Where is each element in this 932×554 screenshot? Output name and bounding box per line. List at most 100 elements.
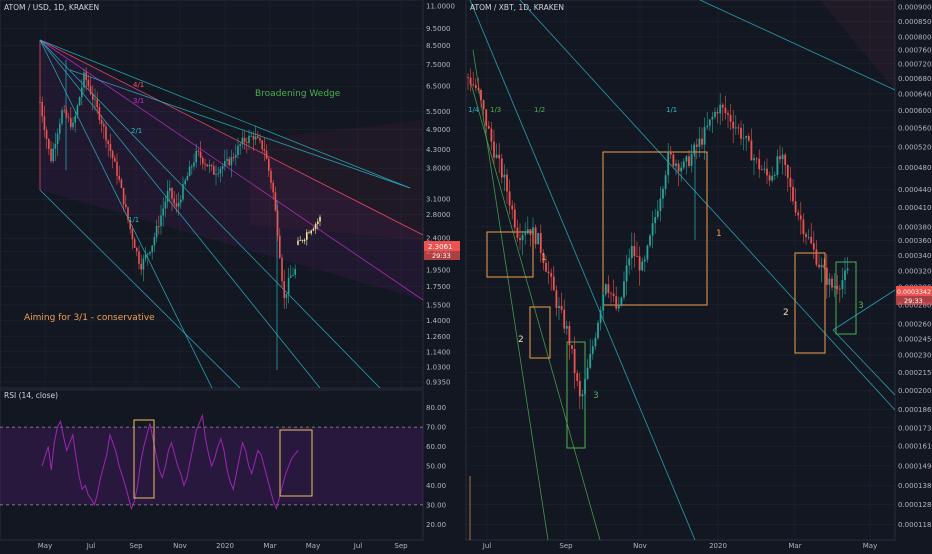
usd-candle-body[interactable]: [213, 166, 215, 175]
usd-candle-body[interactable]: [144, 254, 147, 259]
xbt-candle-body[interactable]: [506, 174, 508, 192]
usd-candle-body[interactable]: [224, 160, 226, 167]
xbt-candle-body[interactable]: [677, 163, 680, 172]
xbt-candle-body[interactable]: [747, 135, 750, 141]
xbt-candle-body[interactable]: [742, 137, 745, 139]
xbt-candle-body[interactable]: [576, 373, 579, 381]
xbt-candle-body[interactable]: [714, 111, 716, 117]
xbt-candle-body[interactable]: [498, 154, 501, 159]
projection-candle-body[interactable]: [297, 240, 299, 245]
xbt-candle-body[interactable]: [807, 236, 810, 238]
xbt-candle-body[interactable]: [779, 156, 781, 160]
usd-candle-body[interactable]: [204, 163, 206, 165]
usd-candle-body[interactable]: [199, 151, 202, 158]
xbt-candle-body[interactable]: [573, 348, 576, 374]
xbt-candle-body[interactable]: [482, 100, 485, 110]
usd-candle-body[interactable]: [120, 179, 123, 188]
xbt-candle-body[interactable]: [651, 223, 654, 236]
usd-candles[interactable]: [39, 67, 296, 310]
usd-candle-body[interactable]: [287, 277, 290, 294]
xbt-candle-body[interactable]: [558, 305, 560, 309]
usd-candle-body[interactable]: [232, 157, 235, 158]
usd-candle-body[interactable]: [65, 110, 68, 118]
xbt-candle-body[interactable]: [584, 379, 586, 395]
xbt-candle-body[interactable]: [649, 235, 651, 246]
usd-candle-body[interactable]: [184, 180, 186, 185]
projection-candle-body[interactable]: [306, 232, 308, 240]
usd-candle-body[interactable]: [290, 275, 292, 278]
xbt-candle-body[interactable]: [550, 273, 553, 277]
xbt-candle-body[interactable]: [659, 198, 662, 212]
usd-candle-body[interactable]: [83, 72, 85, 88]
xbt-candle-body[interactable]: [597, 322, 599, 338]
usd-candle-body[interactable]: [100, 119, 103, 125]
xbt-candle-body[interactable]: [766, 168, 768, 176]
projection-candle-body[interactable]: [299, 240, 301, 241]
xbt-candle-body[interactable]: [711, 116, 714, 120]
xbt-candle-body[interactable]: [610, 292, 612, 294]
usd-candle-body[interactable]: [109, 143, 112, 152]
xbt-candle-body[interactable]: [591, 346, 594, 354]
xbt-candle-body[interactable]: [820, 264, 823, 268]
xbt-candle-body[interactable]: [724, 107, 727, 114]
usd-candle-body[interactable]: [182, 184, 184, 200]
xbt-candle-body[interactable]: [534, 227, 537, 245]
usd-candle-body[interactable]: [89, 86, 92, 95]
xbt-candle-body[interactable]: [623, 281, 625, 298]
usd-candle-body[interactable]: [193, 162, 195, 167]
usd-candle-body[interactable]: [243, 137, 246, 143]
xbt-candle-body[interactable]: [625, 265, 628, 282]
xbt-candle-body[interactable]: [633, 246, 636, 257]
usd-candle-body[interactable]: [131, 229, 134, 240]
xbt-candle-body[interactable]: [565, 325, 568, 329]
xbt-candle-body[interactable]: [503, 174, 506, 178]
usd-candle-body[interactable]: [87, 79, 90, 87]
xbt-candle-body[interactable]: [472, 84, 475, 86]
usd-candle-body[interactable]: [98, 107, 101, 120]
usd-candle-body[interactable]: [122, 187, 125, 205]
xbt-candle-body[interactable]: [474, 84, 477, 88]
xbt-candle-body[interactable]: [680, 167, 683, 172]
usd-candle-body[interactable]: [127, 207, 129, 220]
usd-candle-body[interactable]: [147, 253, 149, 255]
projection-candle-body[interactable]: [310, 230, 312, 234]
usd-candle-body[interactable]: [215, 174, 217, 175]
xbt-candle-body[interactable]: [516, 227, 519, 238]
usd-candle-body[interactable]: [217, 173, 219, 175]
usd-candle-body[interactable]: [160, 215, 162, 227]
usd-candle-body[interactable]: [191, 166, 193, 168]
usd-candle-body[interactable]: [272, 182, 274, 193]
usd-candle-body[interactable]: [151, 245, 153, 253]
xbt-candle-body[interactable]: [521, 234, 524, 241]
xbt-candle-body[interactable]: [828, 278, 831, 285]
usd-candle-body[interactable]: [210, 165, 213, 167]
xbt-candle-body[interactable]: [773, 174, 776, 176]
xbt-candle-body[interactable]: [698, 138, 701, 147]
usd-candle-body[interactable]: [54, 143, 57, 149]
usd-candle-body[interactable]: [283, 281, 285, 298]
xbt-candle-body[interactable]: [469, 77, 472, 85]
xbt-candle-body[interactable]: [493, 141, 495, 158]
xbt-candle-body[interactable]: [789, 177, 792, 188]
usd-candle-body[interactable]: [226, 158, 228, 161]
xbt-candle-body[interactable]: [555, 290, 558, 309]
xbt-candle-body[interactable]: [690, 153, 693, 166]
usd-candle-body[interactable]: [118, 175, 120, 180]
xbt-candle-body[interactable]: [734, 127, 737, 129]
usd-candle-body[interactable]: [268, 158, 270, 171]
xbt-candle-body[interactable]: [495, 154, 498, 158]
usd-candle-body[interactable]: [125, 204, 127, 208]
xbt-candle-body[interactable]: [612, 293, 615, 297]
xbt-candle-body[interactable]: [799, 215, 802, 220]
xbt-candle-body[interactable]: [604, 284, 607, 295]
xbt-candle-body[interactable]: [615, 296, 618, 309]
usd-candle-body[interactable]: [52, 148, 54, 162]
xbt-candle-body[interactable]: [586, 367, 589, 380]
xbt-candle-body[interactable]: [487, 125, 490, 129]
xbt-candle-body[interactable]: [508, 191, 511, 206]
usd-candle-body[interactable]: [237, 145, 239, 156]
usd-candle-body[interactable]: [246, 142, 248, 144]
xbt-candle-body[interactable]: [776, 156, 779, 175]
xbt-candle-body[interactable]: [547, 271, 550, 274]
usd-candle-body[interactable]: [136, 247, 138, 252]
